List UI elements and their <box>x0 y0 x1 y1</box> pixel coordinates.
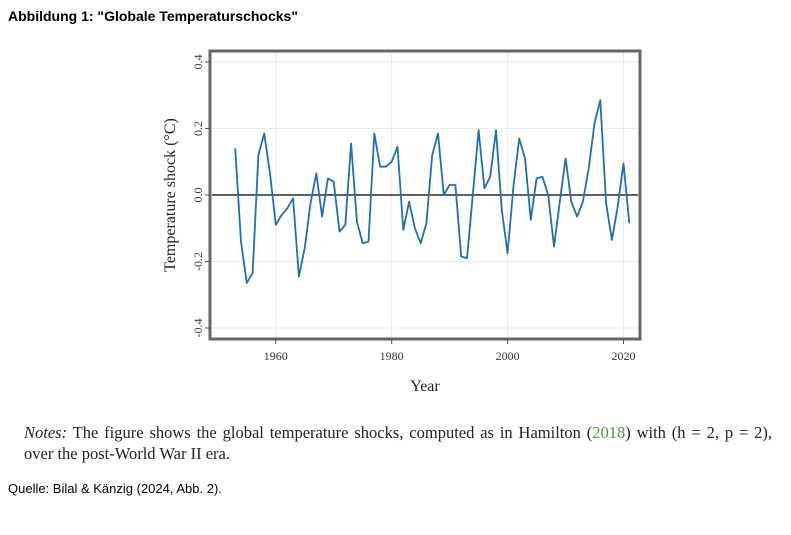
source-line: Quelle: Bilal & Känzig (2024, Abb. 2). <box>8 481 222 496</box>
x-tick-label: 1960 <box>264 349 288 363</box>
series-line-temperature-shock <box>234 99 631 284</box>
figure-notes: Notes: The figure shows the global tempe… <box>24 422 772 464</box>
x-tick-label: 2000 <box>496 349 520 363</box>
axis-ticks: 1960 1980 2000 2020 -0.4 -0.2 0.0 0.2 0.4 <box>191 54 636 363</box>
temperature-shock-chart: 1960 1980 2000 2020 -0.4 -0.2 0.0 0.2 0.4 Year T… <box>162 49 642 395</box>
y-tick-label: -0.2 <box>191 252 205 271</box>
notes-text-after: ) with (h = 2, p = 2), over the post-Wor… <box>24 423 772 463</box>
y-axis-label: Temperature shock (°C) <box>162 118 179 272</box>
x-axis-label: Year <box>410 378 440 395</box>
x-tick-label: 2020 <box>612 349 636 363</box>
y-tick-label: 0.2 <box>191 121 205 136</box>
notes-label: Notes: <box>24 423 68 442</box>
notes-citation-link[interactable]: 2018 <box>592 423 626 442</box>
y-tick-label: -0.4 <box>191 319 205 338</box>
y-tick-label: 0.4 <box>191 54 205 69</box>
notes-text-before: The figure shows the global temperature … <box>67 423 593 442</box>
figure-title: Abbildung 1: "Globale Temperaturschocks" <box>8 8 298 24</box>
y-tick-label: 0.0 <box>191 188 205 203</box>
x-tick-label: 1980 <box>380 349 404 363</box>
